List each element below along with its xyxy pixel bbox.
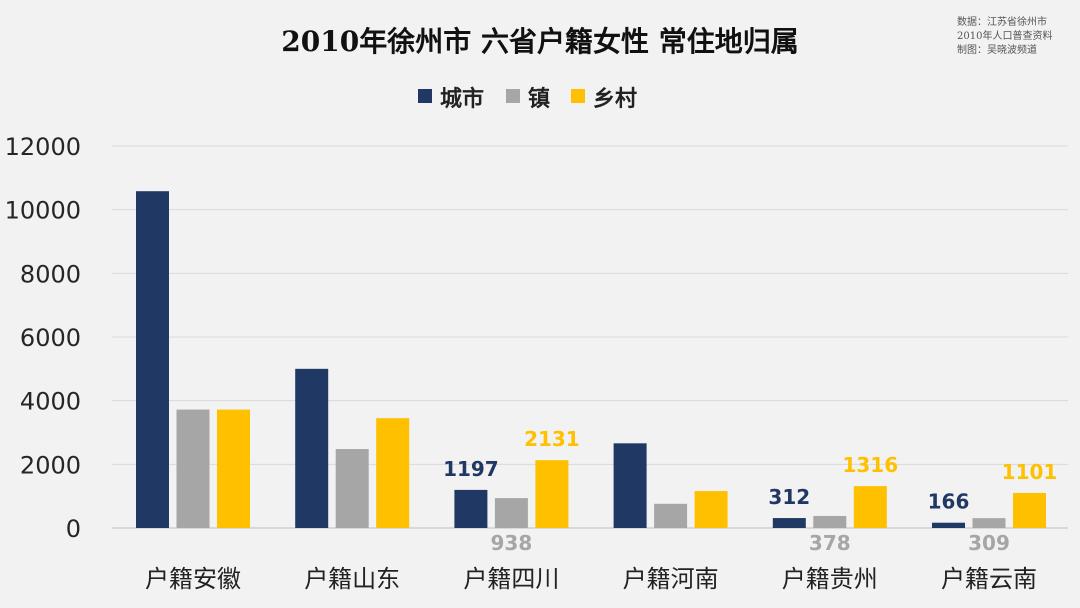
data-label: 1101 [1002,460,1058,484]
bar [494,498,528,528]
legend-label: 城市 [440,86,484,112]
bar [853,486,887,528]
legend-swatch [418,89,432,103]
data-label: 312 [768,485,810,509]
data-label: 2131 [524,427,580,451]
y-tick-label: 10000 [5,197,81,225]
bar [932,522,965,528]
legend-swatch [571,89,585,103]
data-label: 938 [491,531,533,555]
source-note: 数据：江苏省徐州市 2010年人口普查资料 制图：吴晓波频道 [957,16,1052,58]
x-tick-label: 户籍山东 [304,565,400,593]
chart-title: 2010年徐州市 六省户籍女性 常住地归属 [281,25,799,58]
x-tick-label: 户籍安徽 [145,565,241,593]
source-line-1: 数据：江苏省徐州市 [957,17,1047,28]
x-tick-label: 户籍云南 [941,565,1037,593]
bar [454,489,488,528]
bar [136,191,169,528]
x-tick-label: 户籍贵州 [782,565,878,593]
data-label: 1197 [443,457,499,481]
bar [176,409,210,528]
data-label: 1316 [842,453,898,477]
bar [694,491,728,528]
bar [217,409,250,528]
bar [376,418,410,528]
y-tick-label: 6000 [20,324,81,352]
bar [972,518,1006,528]
bar [535,460,569,528]
bar [654,503,688,528]
y-tick-label: 4000 [20,388,81,416]
bar [335,449,369,528]
source-line-2: 2010年人口普查资料 [957,31,1053,42]
bar [772,518,806,528]
x-tick-label: 户籍四川 [463,565,559,593]
data-label: 166 [928,490,970,514]
y-tick-label: 8000 [20,260,81,288]
y-tick-label: 0 [66,515,81,543]
bar [295,368,329,528]
source-line-3: 制图：吴晓波频道 [957,45,1037,56]
x-tick-label: 户籍河南 [623,565,719,593]
data-label: 378 [809,531,851,555]
legend-swatch [506,89,520,103]
data-label: 309 [968,531,1010,555]
bar [813,515,847,528]
y-tick-label: 12000 [5,133,81,161]
legend-label: 镇 [528,87,550,112]
bar [1013,492,1046,528]
bar [613,443,647,528]
legend-label: 乡村 [593,87,637,112]
y-tick-label: 2000 [20,451,81,479]
